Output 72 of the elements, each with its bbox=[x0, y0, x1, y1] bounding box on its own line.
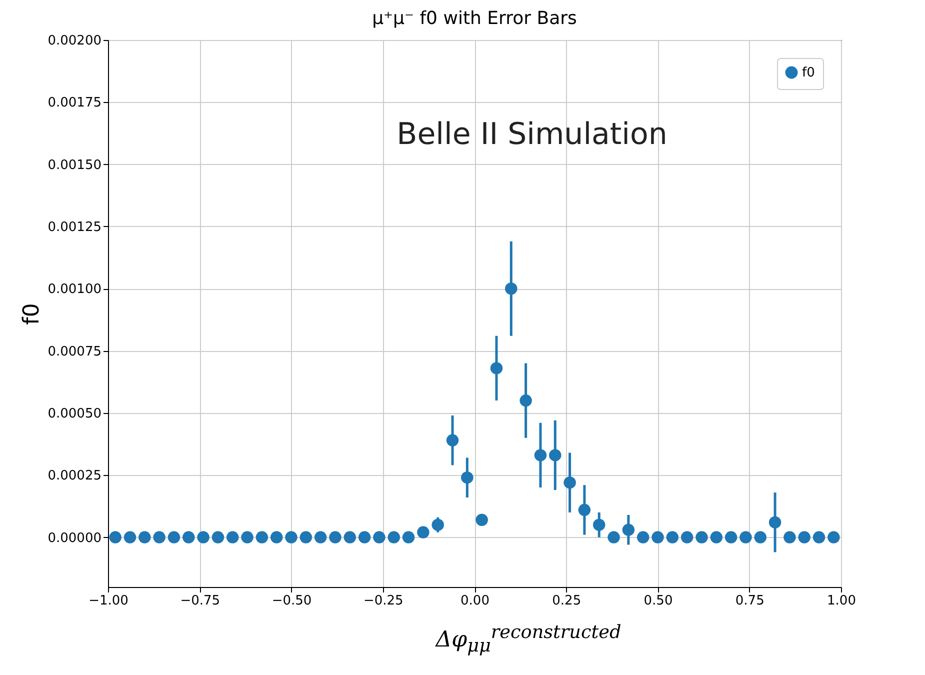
x-tick-label: −0.75 bbox=[180, 594, 220, 608]
y-tick-label: 0.00000 bbox=[48, 530, 102, 546]
point bbox=[358, 531, 371, 544]
point bbox=[784, 531, 796, 544]
point bbox=[461, 471, 474, 484]
point bbox=[241, 531, 254, 544]
point bbox=[578, 504, 591, 516]
y-tick-label: 0.00075 bbox=[48, 344, 102, 360]
point bbox=[432, 518, 444, 531]
point bbox=[256, 531, 268, 544]
point bbox=[270, 531, 283, 544]
point bbox=[505, 282, 518, 295]
point bbox=[608, 531, 620, 544]
point bbox=[138, 531, 151, 544]
x-tick-label: 0.25 bbox=[552, 594, 582, 608]
x-tick-label: −0.25 bbox=[363, 594, 404, 608]
point bbox=[520, 394, 532, 407]
point bbox=[285, 531, 298, 544]
point bbox=[314, 531, 327, 544]
point bbox=[696, 531, 708, 544]
y-tick-label: 0.00200 bbox=[48, 34, 102, 48]
point bbox=[592, 518, 606, 531]
point bbox=[652, 531, 664, 544]
point bbox=[300, 531, 312, 544]
point bbox=[754, 531, 766, 544]
y-axis-title: f0 bbox=[20, 303, 45, 325]
point bbox=[329, 531, 342, 544]
point bbox=[622, 524, 635, 536]
point bbox=[636, 531, 650, 544]
x-tick-label: 0.50 bbox=[644, 594, 673, 608]
point bbox=[666, 531, 679, 544]
point bbox=[476, 514, 488, 526]
legend-label: f0 bbox=[802, 66, 815, 80]
x-tick-label: 0.00 bbox=[460, 594, 490, 608]
point bbox=[226, 531, 239, 544]
point bbox=[680, 531, 694, 544]
x-tick-label: −1.00 bbox=[88, 594, 128, 608]
annotation: Belle II Simulation bbox=[396, 117, 668, 152]
point bbox=[373, 531, 386, 544]
chart-title: μ⁺μ⁻ f0 with Error Bars bbox=[372, 8, 577, 29]
point bbox=[828, 531, 840, 544]
point bbox=[388, 531, 400, 544]
point bbox=[710, 531, 723, 544]
point bbox=[402, 531, 415, 544]
point bbox=[344, 531, 356, 544]
point bbox=[109, 531, 122, 544]
point bbox=[490, 362, 503, 374]
point bbox=[549, 449, 562, 462]
point bbox=[197, 531, 210, 544]
y-tick-label: 0.00125 bbox=[48, 220, 102, 235]
y-tick-label: 0.00025 bbox=[48, 468, 102, 484]
point bbox=[446, 434, 459, 446]
x-tick-label: 1.00 bbox=[827, 594, 856, 608]
x-tick-label: 0.75 bbox=[735, 594, 764, 608]
point bbox=[740, 531, 752, 544]
point bbox=[212, 531, 224, 544]
point bbox=[768, 516, 782, 528]
point bbox=[812, 531, 826, 544]
x-tick-label: −0.50 bbox=[272, 594, 312, 608]
y-tick-label: 0.00150 bbox=[48, 158, 102, 173]
point bbox=[724, 531, 738, 544]
point bbox=[124, 531, 136, 544]
y-tick-label: 0.00100 bbox=[48, 282, 102, 298]
point bbox=[168, 531, 180, 544]
y-tick-label: 0.00050 bbox=[48, 406, 102, 422]
point bbox=[534, 449, 547, 462]
point bbox=[798, 531, 810, 544]
point bbox=[182, 531, 195, 544]
point bbox=[153, 531, 166, 544]
y-tick-label: 0.00175 bbox=[48, 96, 102, 111]
point bbox=[564, 476, 576, 489]
point bbox=[417, 526, 430, 538]
